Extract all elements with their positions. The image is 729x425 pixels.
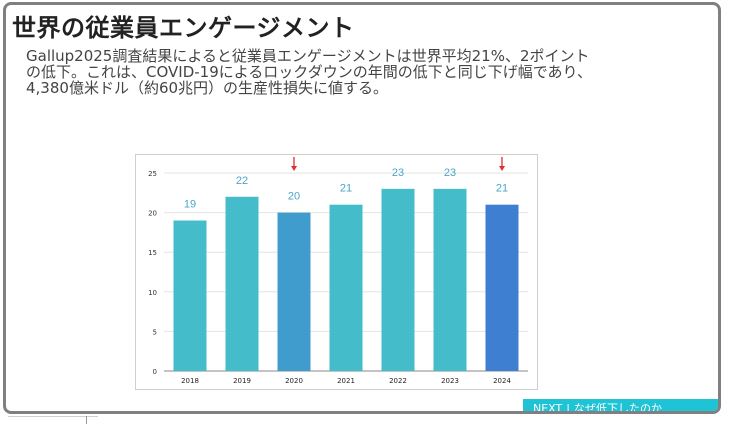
data-label: 23 — [444, 167, 456, 179]
bar — [329, 204, 363, 371]
bar — [485, 204, 519, 371]
x-tick-label: 2024 — [493, 377, 511, 385]
data-label: 21 — [496, 183, 508, 195]
footer-tick — [86, 416, 87, 424]
bar — [433, 188, 467, 371]
x-tick-label: 2022 — [389, 377, 407, 385]
y-tick-label: 15 — [148, 249, 157, 257]
data-label: 21 — [340, 183, 352, 195]
x-tick-label: 2020 — [285, 377, 303, 385]
data-label: 19 — [184, 199, 196, 211]
y-tick-label: 20 — [148, 210, 157, 218]
drop-marker-arrowhead — [291, 166, 297, 171]
x-tick-label: 2021 — [337, 377, 355, 385]
description-paragraph: Gallup2025調査結果によると従業員エンゲージメントは世界平均21%、2ポ… — [26, 47, 718, 97]
next-label: NEXT — [533, 402, 563, 414]
next-topic: なぜ低下したのか — [573, 402, 662, 414]
footer-fragment — [8, 416, 98, 425]
next-button[interactable]: NEXT | なぜ低下したのか — [523, 399, 718, 414]
data-label: 23 — [392, 167, 404, 179]
paragraph-line: Gallup2025調査結果によると従業員エンゲージメントは世界平均21%、2ポ… — [26, 47, 590, 65]
bar — [381, 188, 415, 371]
y-tick-label: 0 — [153, 368, 157, 376]
x-tick-label: 2023 — [441, 377, 459, 385]
y-tick-label: 25 — [148, 170, 157, 178]
next-separator: | — [566, 402, 570, 414]
x-tick-label: 2018 — [181, 377, 199, 385]
x-tick-label: 2019 — [233, 377, 251, 385]
paragraph-line: の低下。これは、COVID-19によるロックダウンの年間の低下と同じ下げ幅であり… — [26, 63, 592, 81]
chart-svg: 0510152025192018222019202020212021232022… — [148, 157, 528, 385]
data-label: 20 — [288, 191, 300, 203]
y-tick-label: 5 — [153, 328, 157, 336]
slide-frame: 世界の従業員エンゲージメント Gallup2025調査結果によると従業員エンゲー… — [3, 2, 721, 414]
drop-marker-arrowhead — [499, 166, 505, 171]
data-label: 22 — [236, 175, 248, 187]
bar — [277, 212, 311, 371]
bar — [225, 196, 259, 371]
bar — [173, 220, 207, 371]
paragraph-line: 4,380億米ドル（約60兆円）の生産性損失に値する。 — [26, 79, 389, 97]
slide-title: 世界の従業員エンゲージメント — [12, 14, 355, 42]
y-tick-label: 10 — [148, 289, 157, 297]
engagement-bar-chart: 0 5 10 15 20 25 19 2018 22 2019 20 2020 21 2021 23 2022… — [135, 154, 538, 390]
